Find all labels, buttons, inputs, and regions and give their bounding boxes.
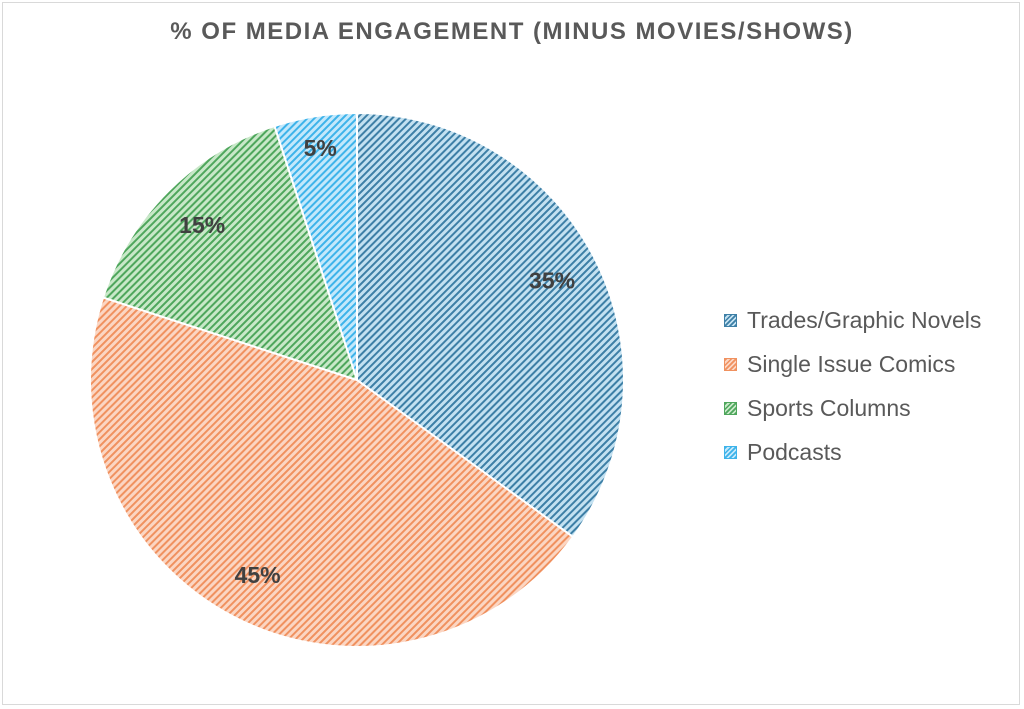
pie-slice-sports-columns xyxy=(101,124,359,382)
chart-title: % OF MEDIA ENGAGEMENT (MINUS MOVIES/SHOW… xyxy=(170,18,854,45)
pie-slice-trades-graphic-novels xyxy=(356,111,625,539)
legend-label: Sports Columns xyxy=(747,394,911,421)
data-label: 45% xyxy=(235,562,281,588)
legend-item: Sports Columns xyxy=(724,386,981,430)
legend-item: Trades/Graphic Novels xyxy=(724,298,981,342)
legend-label: Trades/Graphic Novels xyxy=(747,306,982,333)
legend-swatch xyxy=(724,445,737,459)
legend: Trades/Graphic Novels Single Issue Comics… xyxy=(724,298,981,474)
legend-swatch xyxy=(724,401,737,415)
legend-swatch xyxy=(724,313,737,327)
legend-swatch xyxy=(724,357,737,371)
data-label: 35% xyxy=(529,268,575,294)
legend-item: Single Issue Comics xyxy=(724,342,981,386)
data-label: 15% xyxy=(179,212,225,238)
pie-slice-podcasts xyxy=(273,111,358,381)
legend-label: Podcasts xyxy=(747,438,842,465)
pie-slice-single-issue-comics xyxy=(89,296,575,648)
legend-item: Podcasts xyxy=(724,430,981,474)
legend-label: Single Issue Comics xyxy=(747,350,956,377)
data-label: 5% xyxy=(304,135,337,161)
